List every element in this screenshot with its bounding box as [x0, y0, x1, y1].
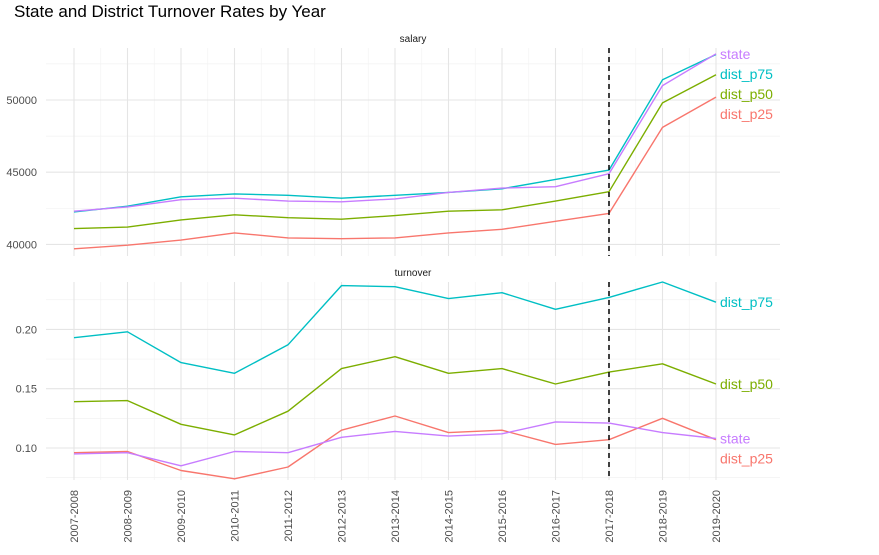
x-tick-label: 2017-2018 [604, 490, 616, 543]
series-label-dist_p25: dist_p25 [720, 106, 773, 122]
chart-title: State and District Turnover Rates by Yea… [14, 2, 326, 21]
series-line-dist_p50 [73, 74, 717, 230]
series-line-dist_p75 [73, 281, 717, 374]
x-tick-label: 2007-2008 [69, 490, 81, 543]
x-tick-label: 2015-2016 [497, 490, 509, 543]
series-label-dist_p50: dist_p50 [720, 376, 773, 392]
series-line-state [73, 53, 717, 212]
y-tick-label: 0.10 [16, 443, 37, 455]
series-label-dist_p50: dist_p50 [720, 86, 773, 102]
series-label-dist_p25: dist_p25 [720, 451, 773, 467]
panel-salary: salary 40000 45000 50000 state dist_p75 dist_p… [6, 34, 780, 256]
x-tick-label: 2018-2019 [658, 490, 670, 543]
series-line-dist_p75 [73, 53, 717, 213]
y-tick-label: 40000 [6, 239, 37, 251]
y-tick-label: 0.15 [16, 384, 37, 396]
panel-strip-label: turnover [395, 268, 432, 279]
y-tick-label: 50000 [6, 95, 37, 107]
series-line-state [73, 421, 717, 467]
series-label-state: state [720, 46, 751, 62]
panel-turnover: turnover 0.10 0.15 0.20 dist_p75 dist_p50stat… [16, 268, 780, 480]
series-label-dist_p75: dist_p75 [720, 294, 773, 310]
x-tick-label: 2011-2012 [283, 490, 295, 542]
x-tick-label: 2013-2014 [390, 490, 402, 543]
series-label-state: state [720, 431, 751, 447]
series-label-dist_p75: dist_p75 [720, 66, 773, 82]
x-tick-label: 2016-2017 [551, 490, 563, 543]
x-tick-label: 2014-2015 [444, 490, 456, 543]
chart-panels: salary 40000 45000 50000 state dist_p75 dist_p… [6, 34, 780, 543]
y-tick-label: 0.20 [16, 324, 37, 336]
x-tick-label: 2008-2009 [123, 490, 135, 543]
x-tick-label: 2010-2011 [230, 490, 242, 542]
x-tick-label: 2012-2013 [337, 490, 349, 543]
x-tick-label: 2019-2020 [711, 490, 723, 543]
y-tick-label: 45000 [6, 167, 37, 179]
x-tick-label: 2009-2010 [176, 490, 188, 543]
panel-strip-label: salary [400, 34, 427, 45]
